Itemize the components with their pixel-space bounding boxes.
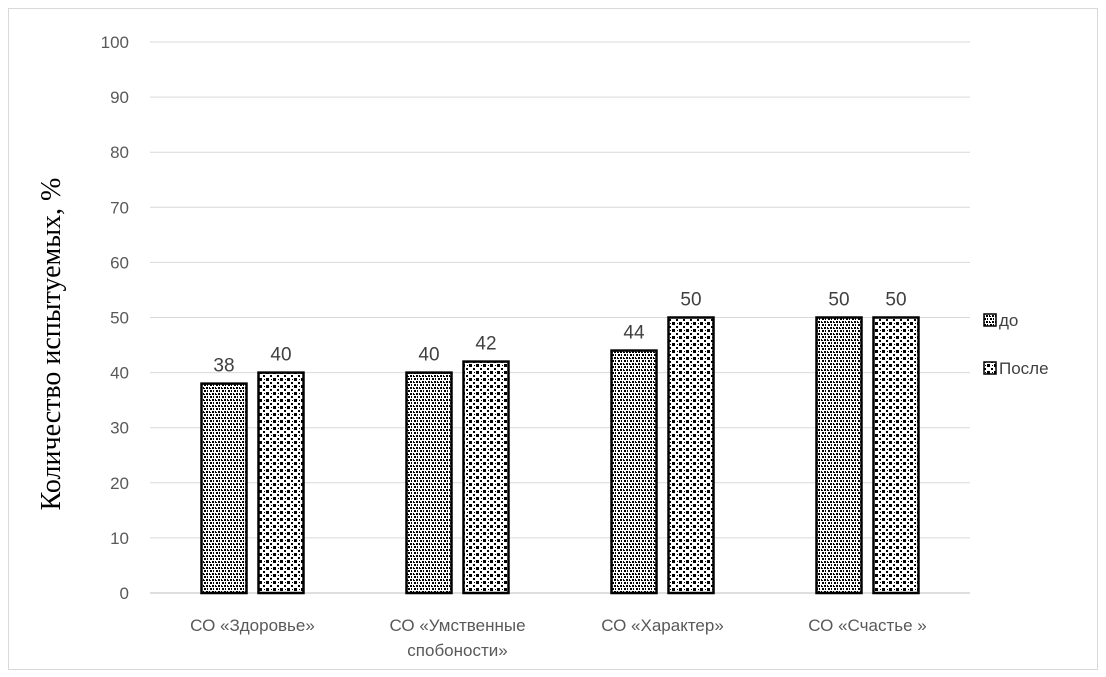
y-tick-label: 70	[110, 198, 129, 217]
category-label: СО «Здоровье»	[190, 616, 315, 635]
bar-after	[667, 316, 715, 595]
bar-after	[462, 360, 510, 595]
legend-label: до	[999, 311, 1018, 330]
legend-swatch	[983, 313, 997, 327]
data-label: 42	[475, 334, 496, 355]
data-label: 50	[828, 290, 849, 311]
y-axis-ticks: 0 10 20 30 40 50 60 70 80 90 100	[101, 33, 129, 603]
bar-before	[610, 349, 658, 595]
legend-label: После	[999, 359, 1049, 378]
category-label: СО «Счастье »	[808, 616, 926, 635]
legend-swatch	[983, 361, 997, 375]
bar-before	[815, 316, 863, 595]
category-label: спобоности»	[407, 641, 507, 660]
data-label: 40	[270, 345, 291, 366]
y-tick-label: 10	[110, 529, 129, 548]
y-tick-label: 60	[110, 253, 129, 272]
bars	[200, 316, 920, 595]
y-tick-label: 30	[110, 419, 129, 438]
data-label: 50	[680, 290, 701, 311]
y-tick-label: 20	[110, 474, 129, 493]
y-tick-label: 100	[101, 33, 129, 52]
data-label: 38	[213, 356, 234, 377]
data-labels: 38 40 40 42 44 50 50 50	[213, 290, 906, 377]
y-tick-label: 90	[110, 88, 129, 107]
data-label: 50	[885, 290, 906, 311]
data-label: 40	[418, 345, 439, 366]
legend: до После	[983, 311, 1049, 378]
category-label: СО «Умственные	[389, 616, 525, 635]
y-tick-label: 40	[110, 364, 129, 383]
y-tick-label: 50	[110, 309, 129, 328]
bar-after	[872, 316, 920, 595]
y-tick-label: 0	[120, 584, 129, 603]
data-label: 44	[623, 323, 645, 344]
category-label: СО «Характер»	[601, 616, 724, 635]
y-axis-title: Количество испытуемых, %	[36, 178, 67, 511]
bar-before	[405, 371, 453, 595]
bar-before	[200, 382, 248, 595]
bar-after	[257, 371, 305, 595]
x-axis-categories: СО «Здоровье» СО «Умственные спобоности» СО…	[190, 616, 927, 660]
y-tick-label: 80	[110, 143, 129, 162]
